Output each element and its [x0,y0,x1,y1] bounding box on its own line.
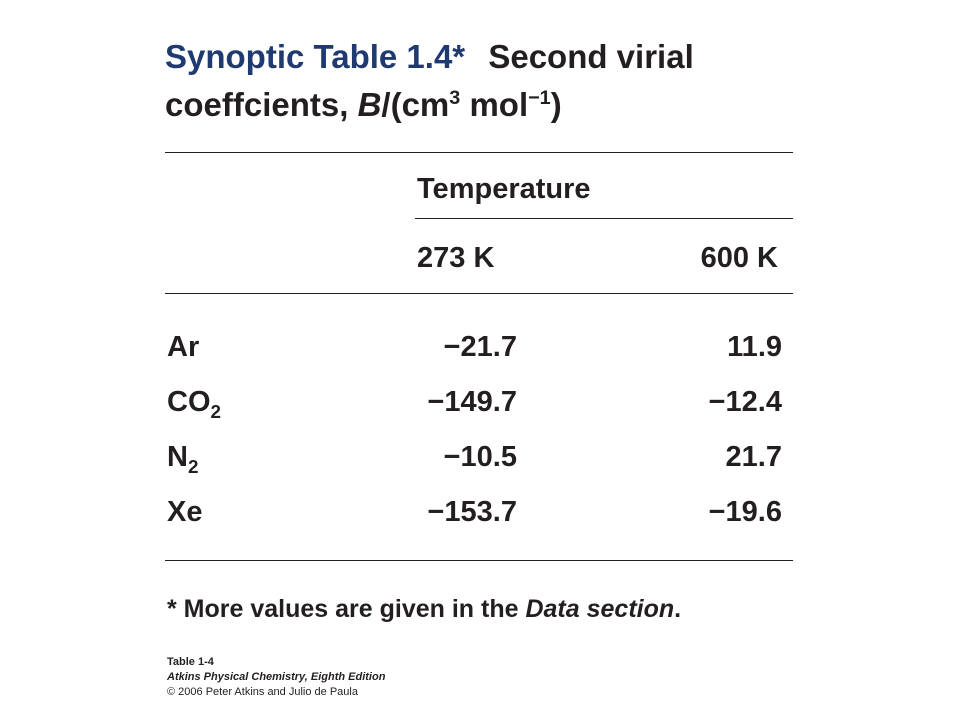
text-part: 2 [187,455,199,477]
column-header: 600 K [700,242,778,274]
cell-value: 21.7 [725,441,782,473]
text-part: CO [167,386,211,418]
title-text: coeffcients, B/(cm3 mol−1) [165,88,562,121]
footnote: * More values are given in the Data sect… [167,597,681,622]
text-part: Xe [167,496,203,528]
text-part: N [167,441,188,473]
text-part: Ar [167,331,200,363]
row-name: CO2 [167,388,221,422]
text-part: . [674,595,682,623]
credit-book: Atkins Physical Chemistry, Eighth Editio… [167,671,386,683]
column-group: Temperature [417,173,591,205]
cell-value: −153.7 [427,496,517,528]
rule [165,560,793,561]
text-part: Data section [525,595,675,623]
row-name: Ar [167,333,199,362]
title-label: Synoptic Table 1.4* [165,38,466,75]
text-part: 3 [449,87,461,109]
title-text: Second virial [488,38,693,75]
cell-value: −149.7 [427,386,517,418]
title-line: Synoptic Table 1.4* Second virial [165,40,694,73]
text-part: B [357,86,382,123]
credit-copyright: © 2006 Peter Atkins and Julio de Paula [167,686,358,698]
rule [165,152,793,153]
text-part: * More values are given in the [167,595,526,623]
text-part: /(cm [381,86,450,123]
row-name: N2 [167,443,198,477]
text-part: Second virial [488,38,694,75]
cell-value: 11.9 [727,331,782,363]
column-header: 273 K [417,242,495,274]
cell-value: −19.6 [708,496,782,528]
text-part: 2 [210,400,221,422]
text-part: −1 [528,87,551,109]
credit-label: Table 1-4 [167,656,214,668]
text-part: coeffcients, [165,86,358,123]
text-part: ) [550,86,562,123]
cell-value: −21.7 [443,331,517,363]
cell-value: −10.5 [443,441,517,473]
rule [415,218,793,219]
rule [165,293,793,294]
row-name: Xe [167,498,202,527]
cell-value: −12.4 [708,386,782,418]
text-part: mol [460,86,529,123]
